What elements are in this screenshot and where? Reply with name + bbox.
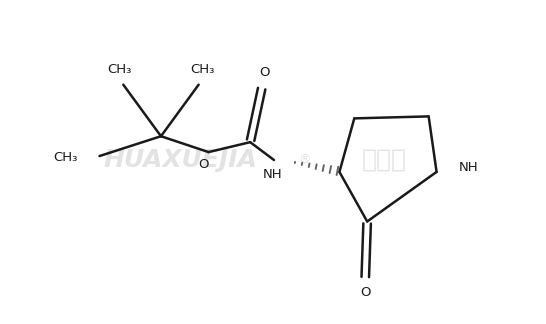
Text: CH₃: CH₃ bbox=[107, 63, 132, 76]
Text: 化学加: 化学加 bbox=[361, 148, 407, 172]
Text: O: O bbox=[198, 158, 209, 171]
Text: CH₃: CH₃ bbox=[191, 63, 215, 76]
Text: O: O bbox=[259, 66, 269, 79]
Text: CH₃: CH₃ bbox=[54, 151, 78, 164]
Text: HUAXUEJIA: HUAXUEJIA bbox=[104, 148, 258, 172]
Text: NH: NH bbox=[459, 161, 478, 174]
Text: ®: ® bbox=[299, 154, 311, 167]
Text: O: O bbox=[360, 286, 370, 299]
Text: NH: NH bbox=[263, 168, 283, 181]
